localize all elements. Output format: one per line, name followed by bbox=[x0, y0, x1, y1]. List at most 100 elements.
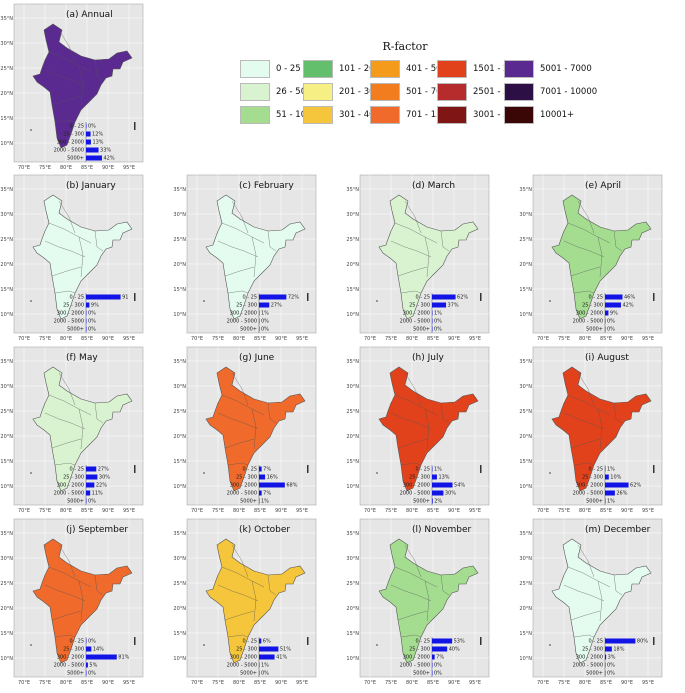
legend-label: 501 - 700 bbox=[406, 87, 447, 97]
lat-tick-label: 25°N bbox=[173, 581, 186, 587]
map-panel: 35°N 30°N 25°N 20°N 15°N 10°N 70°E 75°E 80°E 85°E… bbox=[173, 174, 317, 342]
legend-item: 0 - 25 bbox=[240, 60, 301, 78]
state-boundary bbox=[54, 462, 76, 466]
state-boundary bbox=[224, 266, 255, 277]
lat-tick-label: 35°N bbox=[173, 531, 186, 537]
state-boundary bbox=[224, 610, 255, 621]
state-boundary bbox=[440, 230, 450, 252]
state-boundary bbox=[400, 290, 422, 294]
lon-tick-label: 90°E bbox=[448, 680, 460, 686]
lon-tick-label: 75°E bbox=[558, 508, 570, 514]
bar-category-label: 0 - 25 bbox=[588, 295, 603, 301]
lon-tick-label: 80°E bbox=[60, 508, 72, 514]
lat-tick-label: 15°N bbox=[346, 287, 359, 293]
lon-tick-label: 85°E bbox=[427, 680, 439, 686]
lat-tick-label: 10°N bbox=[519, 312, 532, 318]
legend-swatch bbox=[370, 83, 400, 101]
percent-bar bbox=[259, 466, 262, 472]
lat-tick-label: 25°N bbox=[0, 66, 13, 72]
bar-category-label: 0 - 25 bbox=[69, 639, 84, 645]
state-boundary bbox=[570, 266, 601, 277]
india-map bbox=[30, 538, 136, 664]
andaman-islands bbox=[307, 293, 309, 301]
andaman-islands bbox=[134, 122, 136, 130]
lat-tick-label: 25°N bbox=[0, 237, 13, 243]
percent-bar bbox=[86, 131, 91, 137]
lon-tick-label: 85°E bbox=[600, 336, 612, 342]
lat-tick-label: 25°N bbox=[519, 581, 532, 587]
state-boundary bbox=[48, 51, 92, 73]
lon-tick-label: 90°E bbox=[621, 336, 633, 342]
bar-category-label: 0 - 25 bbox=[242, 467, 257, 473]
percent-bar bbox=[86, 302, 90, 308]
lat-tick-label: 10°N bbox=[519, 484, 532, 490]
lat-tick-label: 30°N bbox=[173, 556, 186, 562]
percent-label: 30% bbox=[99, 475, 110, 481]
percent-bar bbox=[86, 139, 91, 145]
lat-tick-label: 15°N bbox=[0, 631, 13, 637]
percent-bar bbox=[432, 310, 433, 316]
lon-tick-label: 75°E bbox=[212, 336, 224, 342]
state-boundary bbox=[440, 402, 450, 424]
state-boundary bbox=[577, 544, 595, 578]
state-boundary bbox=[221, 222, 265, 244]
andaman-islands bbox=[480, 293, 482, 301]
percent-label: 0% bbox=[607, 671, 615, 677]
percent-bar bbox=[259, 670, 260, 676]
legend-label: 201 - 300 bbox=[339, 87, 380, 97]
lon-tick-label: 80°E bbox=[406, 508, 418, 514]
percent-label: 40% bbox=[449, 647, 460, 653]
lakshadweep-islands bbox=[30, 300, 32, 302]
lat-tick-label: 30°N bbox=[346, 212, 359, 218]
percent-label: 0% bbox=[607, 319, 615, 325]
percent-bar bbox=[86, 310, 87, 316]
legend-item: 501 - 700 bbox=[370, 83, 447, 101]
state-boundary bbox=[390, 412, 432, 430]
lat-tick-label: 30°N bbox=[0, 384, 13, 390]
percent-label: 7% bbox=[436, 655, 444, 661]
lat-tick-label: 10°N bbox=[346, 484, 359, 490]
lon-tick-label: 80°E bbox=[60, 336, 72, 342]
bar-category-label: 25 - 300 bbox=[582, 303, 603, 309]
lat-tick-label: 10°N bbox=[0, 312, 13, 318]
percent-label: 0% bbox=[434, 663, 442, 669]
percent-bar bbox=[605, 638, 636, 644]
lon-tick-label: 85°E bbox=[254, 508, 266, 514]
lat-tick-label: 25°N bbox=[346, 237, 359, 243]
bar-category-label: 0 - 25 bbox=[242, 639, 257, 645]
lon-tick-label: 95°E bbox=[123, 508, 135, 514]
legend-swatch bbox=[370, 60, 400, 78]
percent-bar bbox=[605, 302, 621, 308]
state-boundary bbox=[44, 584, 86, 602]
india-map bbox=[203, 194, 309, 320]
bar-category-label: 2000 - 5000 bbox=[573, 663, 603, 669]
percent-label: 12% bbox=[92, 132, 103, 138]
state-boundary bbox=[48, 566, 92, 588]
bar-category-label: 0 - 25 bbox=[242, 295, 257, 301]
bar-category-label: 2000 - 5000 bbox=[54, 663, 84, 669]
percent-label: 62% bbox=[630, 483, 641, 489]
percent-bar bbox=[605, 670, 606, 676]
lon-tick-label: 70°E bbox=[364, 336, 376, 342]
state-boundary bbox=[217, 240, 259, 258]
state-boundary bbox=[51, 610, 82, 621]
bar-category-label: 25 - 300 bbox=[63, 132, 84, 138]
lakshadweep-islands bbox=[30, 644, 32, 646]
percent-label: 18% bbox=[613, 647, 624, 653]
lon-tick-label: 75°E bbox=[39, 336, 51, 342]
percent-bar bbox=[432, 302, 447, 308]
state-boundary bbox=[567, 566, 611, 588]
lat-tick-label: 30°N bbox=[0, 556, 13, 562]
state-boundary bbox=[613, 574, 623, 596]
state-boundary bbox=[78, 65, 84, 107]
map-panel: 35°N 30°N 25°N 20°N 15°N 10°N 70°E 75°E 80°E 85°E… bbox=[519, 346, 663, 514]
bar-category-label: 5000+ bbox=[413, 671, 430, 677]
lat-tick-label: 20°N bbox=[173, 434, 186, 440]
panel-title: (g) June bbox=[239, 353, 275, 363]
percent-label: 7% bbox=[263, 491, 271, 497]
panel-title: (e) April bbox=[585, 181, 621, 191]
state-boundary bbox=[48, 222, 92, 244]
lat-tick-label: 25°N bbox=[346, 581, 359, 587]
bar-category-label: 25 - 300 bbox=[582, 647, 603, 653]
lat-tick-label: 15°N bbox=[0, 287, 13, 293]
